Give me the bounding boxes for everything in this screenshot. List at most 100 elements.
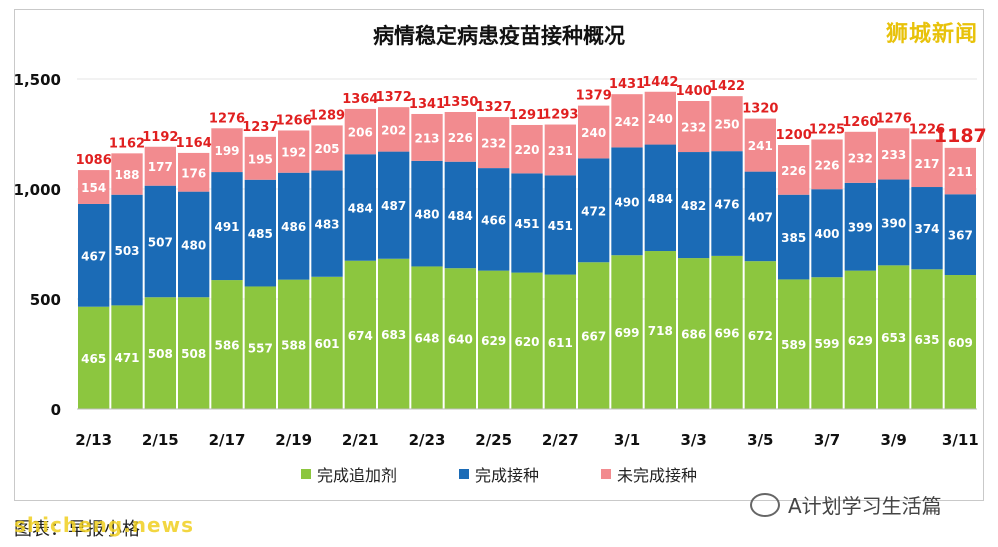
bar-value-label: 195 bbox=[248, 152, 273, 166]
bar-value-label: 484 bbox=[348, 201, 373, 215]
bar-value-label: 226 bbox=[781, 164, 806, 178]
bar-segment bbox=[111, 153, 143, 195]
bar-total-label: 1364 bbox=[342, 92, 378, 107]
bar-total-label: 1192 bbox=[142, 130, 178, 145]
bar-value-label: 718 bbox=[648, 324, 673, 338]
bar-segment bbox=[944, 194, 976, 276]
bar-total-label: 1372 bbox=[376, 90, 412, 105]
bar-total-label: 1276 bbox=[209, 111, 245, 126]
bar-value-label: 508 bbox=[181, 347, 206, 361]
bar-segment bbox=[578, 262, 610, 409]
bar-segment bbox=[211, 128, 243, 173]
bar-segment bbox=[178, 191, 210, 298]
bar-segment bbox=[678, 152, 710, 259]
bar-segment bbox=[611, 94, 643, 148]
bar-value-label: 176 bbox=[181, 166, 206, 180]
bar-value-label: 451 bbox=[548, 219, 573, 233]
bar-segment bbox=[511, 173, 543, 273]
bar-value-label: 620 bbox=[514, 335, 539, 349]
bar-segment bbox=[444, 161, 476, 269]
x-tick-label: 2/13 bbox=[75, 431, 112, 449]
bar-segment bbox=[311, 170, 343, 277]
bar-total-label: 1237 bbox=[242, 120, 278, 135]
bar-value-label: 484 bbox=[648, 192, 673, 206]
bar-total-label: 1291 bbox=[509, 108, 545, 123]
legend-item-full: 完成接种 bbox=[458, 462, 539, 486]
bar-value-label: 226 bbox=[448, 131, 473, 145]
bar-value-label: 177 bbox=[148, 160, 173, 174]
bar-segment bbox=[844, 270, 876, 409]
bar-segment bbox=[378, 151, 410, 259]
bar-value-label: 589 bbox=[781, 338, 806, 352]
bar-segment bbox=[411, 113, 443, 161]
y-tick-label: 1,500 bbox=[14, 71, 61, 89]
bar-segment bbox=[244, 179, 276, 287]
bar-segment bbox=[178, 152, 210, 192]
x-tick-label: 3/1 bbox=[614, 431, 640, 449]
bar-value-label: 471 bbox=[114, 351, 139, 365]
bar-segment bbox=[544, 175, 576, 275]
bar-value-label: 486 bbox=[281, 220, 306, 234]
bar-value-label: 635 bbox=[914, 333, 939, 347]
y-tick-label: 0 bbox=[51, 401, 61, 419]
bar-segment bbox=[911, 139, 943, 188]
bar-value-label: 232 bbox=[481, 137, 506, 151]
bar-value-label: 233 bbox=[881, 148, 906, 162]
bar-segment bbox=[944, 275, 976, 409]
legend-item-unvaccinated: 未完成接种 bbox=[601, 462, 697, 486]
bar-segment bbox=[678, 258, 710, 409]
bar-segment bbox=[211, 280, 243, 409]
bar-value-label: 557 bbox=[248, 342, 273, 356]
source-credit: 图表：早报小格 bbox=[14, 519, 140, 540]
bar-segment bbox=[411, 160, 443, 267]
bar-segment bbox=[511, 124, 543, 174]
bar-segment bbox=[378, 107, 410, 152]
bar-segment bbox=[111, 194, 143, 306]
x-tick-label: 3/9 bbox=[880, 431, 906, 449]
bar-segment bbox=[811, 139, 843, 190]
bar-value-label: 674 bbox=[348, 329, 373, 343]
x-tick-label: 2/23 bbox=[409, 431, 446, 449]
bar-segment bbox=[644, 91, 676, 145]
bar-total-label: 1341 bbox=[409, 97, 445, 112]
bar-value-label: 601 bbox=[314, 337, 339, 351]
x-tick-label: 2/25 bbox=[475, 431, 512, 449]
bar-total-label: 1442 bbox=[642, 75, 678, 90]
x-tick-label: 2/19 bbox=[275, 431, 312, 449]
x-tick-label: 3/7 bbox=[814, 431, 840, 449]
bar-total-label: 1422 bbox=[709, 79, 745, 94]
bar-segment bbox=[744, 171, 776, 262]
bar-value-label: 199 bbox=[214, 144, 239, 158]
bar-total-label: 1289 bbox=[309, 108, 345, 123]
bar-value-label: 240 bbox=[581, 126, 606, 140]
bar-segment bbox=[744, 261, 776, 409]
bar-value-label: 508 bbox=[148, 347, 173, 361]
bar-value-label: 240 bbox=[648, 112, 673, 126]
bar-value-label: 231 bbox=[548, 144, 573, 158]
x-tick-label: 2/17 bbox=[209, 431, 246, 449]
bar-segment bbox=[144, 297, 176, 409]
bar-value-label: 466 bbox=[481, 213, 506, 227]
legend-label-booster: 完成追加剂 bbox=[316, 466, 397, 485]
bar-value-label: 465 bbox=[81, 352, 106, 366]
bar-value-label: 399 bbox=[848, 221, 873, 235]
bar-value-label: 476 bbox=[714, 198, 739, 212]
bar-value-label: 611 bbox=[548, 336, 573, 350]
bar-segment bbox=[178, 297, 210, 409]
bar-value-label: 217 bbox=[914, 157, 939, 171]
bar-value-label: 640 bbox=[448, 333, 473, 347]
bar-value-label: 206 bbox=[348, 126, 373, 140]
bar-segment bbox=[78, 306, 110, 409]
bar-segment bbox=[644, 144, 676, 252]
bar-total-label: 1327 bbox=[476, 100, 512, 115]
bar-value-label: 467 bbox=[81, 249, 106, 263]
y-tick-label: 500 bbox=[30, 291, 61, 309]
bar-value-label: 503 bbox=[114, 244, 139, 258]
bar-value-label: 480 bbox=[414, 208, 439, 222]
bar-segment bbox=[144, 185, 176, 298]
legend-swatch-full bbox=[458, 469, 469, 479]
bar-segment bbox=[611, 255, 643, 409]
bar-value-label: 232 bbox=[848, 151, 873, 165]
bar-segment bbox=[111, 305, 143, 409]
bar-value-label: 667 bbox=[581, 330, 606, 344]
